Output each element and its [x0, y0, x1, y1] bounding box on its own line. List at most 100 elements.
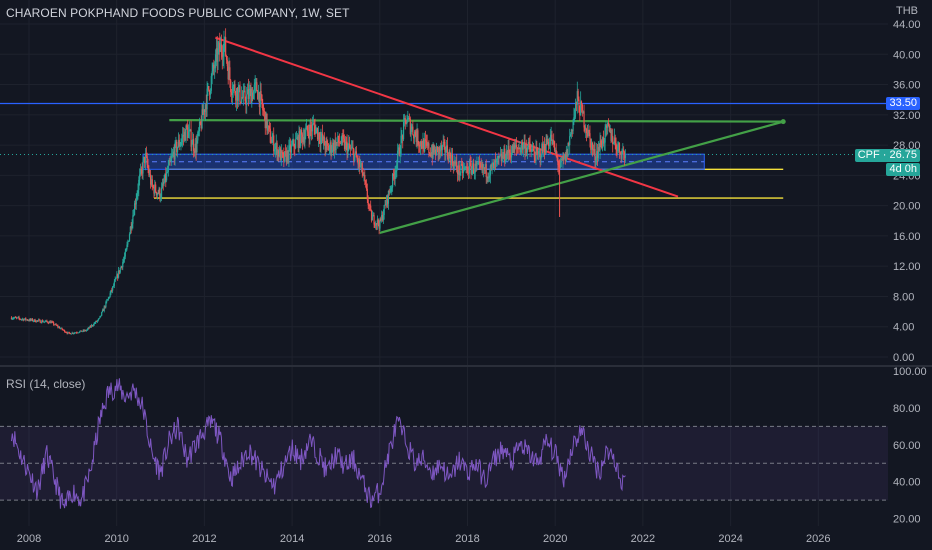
candle-body — [33, 319, 35, 321]
candle-body — [509, 152, 511, 154]
candle-body — [436, 146, 438, 148]
candle-body — [397, 150, 399, 163]
candle-body — [203, 109, 206, 113]
candle-body — [217, 48, 219, 62]
candle-body — [111, 289, 113, 291]
candle-body — [73, 333, 75, 334]
candle-body — [267, 125, 269, 131]
candle-body — [63, 329, 66, 332]
candle-body — [142, 160, 144, 174]
candle-body — [165, 173, 167, 181]
candle-body — [225, 55, 228, 60]
candle-body — [327, 143, 329, 146]
candle-body — [193, 150, 196, 154]
candle-body — [115, 277, 117, 280]
candle-body — [84, 330, 86, 331]
rsi-indicator-label[interactable]: RSI (14, close) — [6, 377, 86, 391]
candle-body — [332, 142, 335, 152]
candle-body — [524, 141, 526, 154]
candle-body — [108, 297, 110, 298]
candle-body — [200, 123, 202, 129]
candle-body — [292, 139, 294, 145]
candle-body — [522, 144, 524, 150]
candle-body — [208, 86, 210, 91]
candle-body — [311, 123, 314, 132]
candle-body — [96, 321, 98, 322]
candle-body — [397, 147, 400, 151]
candle-body — [374, 224, 376, 226]
candle-body — [617, 146, 619, 152]
candle-body — [326, 140, 328, 144]
candle-body — [475, 163, 477, 167]
candle-body — [572, 121, 574, 132]
candle-body — [233, 84, 235, 87]
candle-body — [389, 191, 391, 193]
candle-body — [300, 129, 302, 147]
candle-body — [171, 155, 173, 159]
candle-body — [58, 326, 60, 328]
candle-body — [532, 148, 535, 152]
candle-body — [243, 90, 245, 92]
candle-body — [277, 150, 279, 157]
drawing-overlays[interactable] — [0, 36, 888, 234]
candle-body — [197, 131, 199, 141]
candle-body — [300, 129, 303, 135]
candle-body — [238, 85, 240, 90]
candle-body — [549, 137, 551, 146]
candle-body — [153, 186, 155, 194]
candle-body — [341, 134, 343, 144]
candle-body — [132, 215, 134, 224]
candle-body — [202, 109, 204, 115]
candle-body — [74, 332, 76, 334]
candle-body — [382, 215, 384, 221]
candle-body — [235, 93, 237, 101]
candle-body — [388, 190, 390, 193]
candle-body — [440, 145, 442, 152]
time-tick-label: 2010 — [104, 533, 128, 545]
candle-body — [576, 91, 578, 105]
candle-body — [416, 130, 418, 142]
candle-body — [244, 90, 246, 101]
candle-body — [452, 163, 454, 169]
candle-body — [60, 327, 62, 329]
candle-body — [314, 125, 316, 134]
time-tick-label: 2026 — [806, 533, 830, 545]
candle-body — [11, 318, 13, 320]
candle-body — [12, 318, 14, 320]
candle-body — [435, 146, 438, 156]
candle-body — [188, 129, 190, 132]
candle-body — [517, 148, 519, 150]
time-tick-label: 2022 — [631, 533, 655, 545]
candle-body — [602, 137, 605, 144]
candle-body — [16, 317, 18, 319]
candle-body — [250, 88, 252, 104]
candle-body — [204, 104, 207, 113]
candle-body — [569, 136, 571, 145]
candle-body — [562, 157, 564, 161]
candle-body — [245, 100, 247, 105]
candle-body — [370, 210, 373, 221]
candle-body — [600, 140, 602, 145]
candle-body — [486, 176, 488, 178]
candle-body — [50, 321, 52, 324]
candle-body — [257, 92, 260, 100]
candle-body — [242, 90, 244, 98]
candle-body — [462, 164, 464, 174]
rsi-tick-label: 60.00 — [893, 440, 921, 452]
candle-body — [456, 169, 459, 175]
candle-body — [246, 89, 249, 95]
candle-body — [106, 299, 109, 301]
candle-body — [543, 144, 546, 153]
candle-body — [618, 142, 620, 147]
candle-body — [609, 128, 611, 132]
candle-body — [230, 80, 232, 93]
candle-body — [317, 132, 320, 140]
candle-body — [218, 42, 220, 49]
candle-body — [288, 145, 290, 160]
candle-body — [478, 162, 480, 164]
candle-body — [230, 92, 233, 96]
candle-body — [419, 141, 422, 147]
candle-body — [569, 134, 572, 137]
candle-body — [510, 153, 513, 158]
